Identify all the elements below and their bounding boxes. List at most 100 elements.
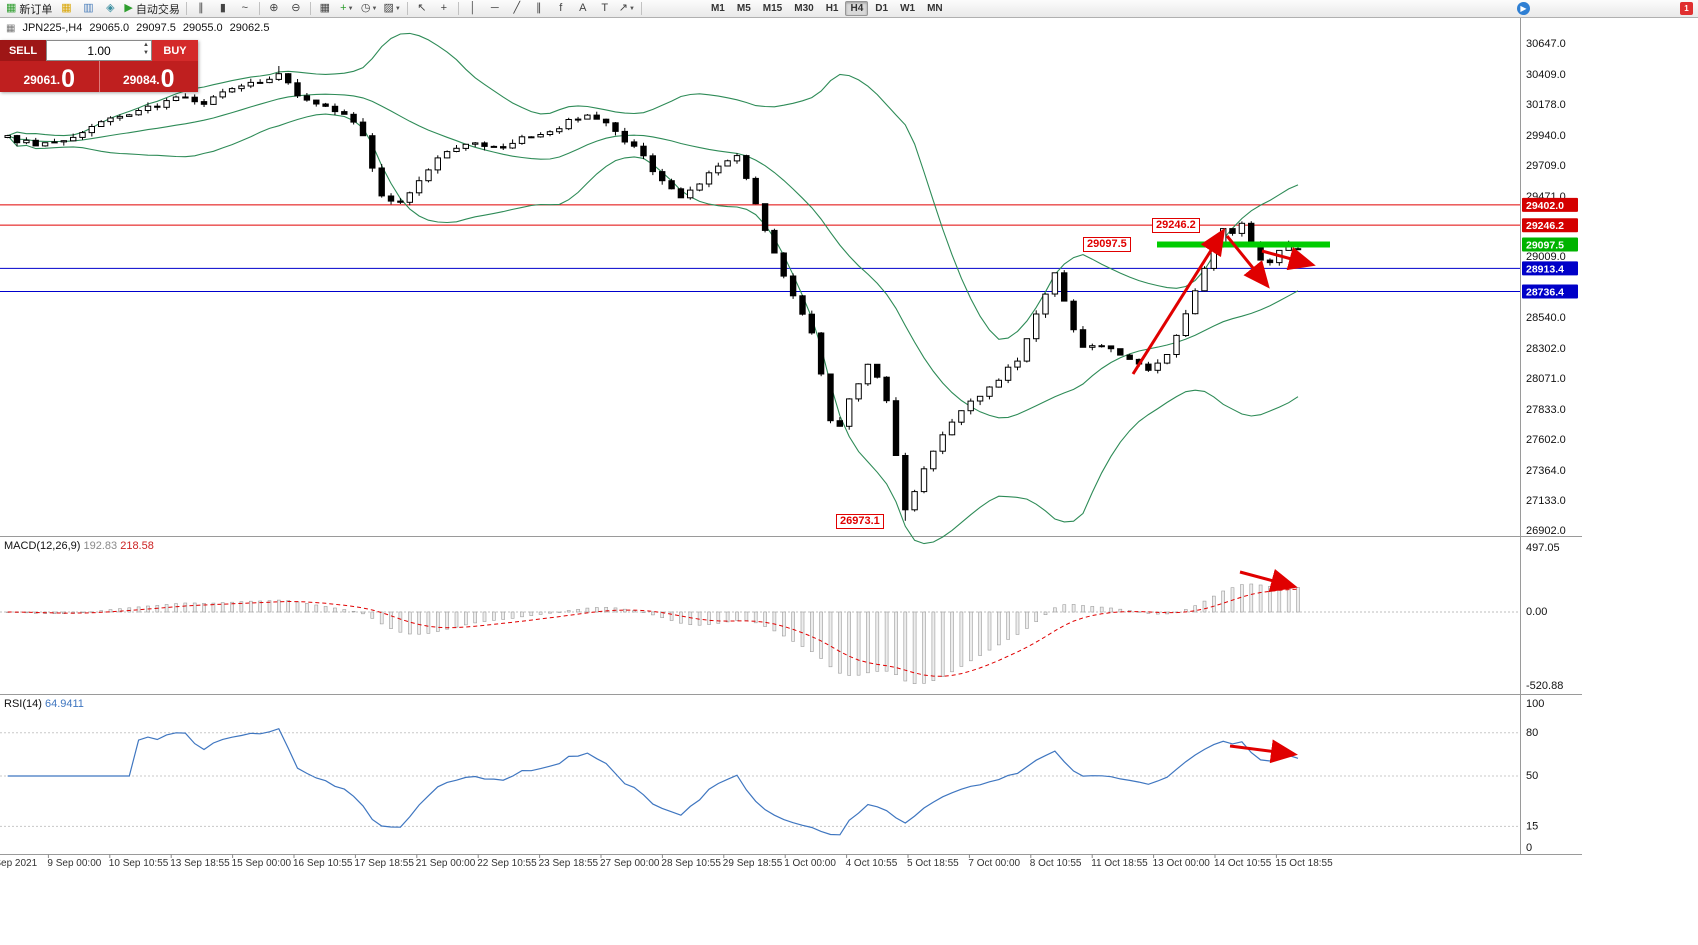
price-annotation-26973[interactable]: 26973.1 bbox=[836, 514, 884, 529]
price-annotation-29246[interactable]: 29246.2 bbox=[1152, 218, 1200, 233]
volume-field[interactable]: 1.00 ▲ ▼ bbox=[46, 40, 152, 61]
price-level-badge: 28736.4 bbox=[1526, 287, 1564, 299]
zoom-in-icon[interactable]: ⊕ bbox=[264, 1, 284, 16]
ask-price-small: 29084. bbox=[122, 73, 160, 87]
timeframe-button-m15[interactable]: M15 bbox=[762, 3, 783, 14]
bid-price-big: 0 bbox=[61, 64, 76, 93]
horizontal-line-icon[interactable]: ─ bbox=[485, 1, 505, 16]
tile-windows-icon[interactable]: ▦ bbox=[315, 1, 335, 16]
volume-spinner[interactable]: ▲ ▼ bbox=[143, 42, 149, 57]
macd-main-value: 192.83 bbox=[83, 540, 118, 552]
cursor-icon[interactable]: ↖ bbox=[412, 1, 432, 16]
price-axis-label: 28302.0 bbox=[1526, 343, 1566, 355]
ask-price[interactable]: 29084. 0 bbox=[98, 61, 199, 92]
navigator-icon: ◈ bbox=[106, 2, 115, 14]
text-icon[interactable]: A bbox=[573, 1, 593, 16]
vertical-line-icon[interactable]: │ bbox=[463, 1, 483, 16]
horizontal-level-lines bbox=[0, 204, 1520, 292]
channel-icon[interactable]: ∥ bbox=[529, 1, 549, 16]
macd-label: MACD(12,26,9) 192.83 218.58 bbox=[4, 540, 154, 552]
channel-icon: ∥ bbox=[536, 2, 542, 14]
time-axis-label: 9 Sep 00:00 bbox=[47, 858, 101, 869]
trendline-icon: ╱ bbox=[513, 2, 521, 14]
panel-separators bbox=[0, 18, 1582, 855]
community-icon[interactable]: ▶ bbox=[1517, 2, 1530, 15]
time-axis-label: 8 Oct 10:55 bbox=[1030, 858, 1082, 869]
price-annotation-29097[interactable]: 29097.5 bbox=[1083, 237, 1131, 252]
crosshair-icon[interactable]: + bbox=[434, 1, 454, 16]
time-axis-label: 16 Sep 10:55 bbox=[293, 858, 353, 869]
chevron-down-icon[interactable]: ▼ bbox=[629, 5, 635, 12]
bar-chart-icon[interactable]: ∥ bbox=[191, 1, 211, 16]
timeframe-button-m1[interactable]: M1 bbox=[710, 3, 725, 14]
timeframe-button-mn[interactable]: MN bbox=[927, 3, 943, 14]
candles-layer bbox=[4, 66, 1302, 521]
time-axis-label: 15 Oct 18:55 bbox=[1275, 858, 1333, 869]
data-window-icon[interactable]: ▥ bbox=[78, 1, 98, 16]
sell-button[interactable]: SELL bbox=[0, 40, 46, 61]
trend-arrow-main[interactable] bbox=[1225, 235, 1270, 289]
spinner-up-icon[interactable]: ▲ bbox=[143, 42, 149, 48]
timeframe-button-w1[interactable]: W1 bbox=[900, 3, 916, 14]
candlestick-chart-icon[interactable]: ▮ bbox=[213, 1, 233, 16]
new-order-button[interactable]: ▦ 新订单 bbox=[4, 1, 54, 16]
chevron-down-icon[interactable]: ▼ bbox=[394, 5, 401, 12]
autotrading-button[interactable]: ▶ 自动交易 bbox=[122, 1, 181, 16]
fibonacci-icon[interactable]: f bbox=[551, 1, 571, 16]
time-axis-label: 23 Sep 18:55 bbox=[539, 858, 599, 869]
zoom-out-icon[interactable]: ⊖ bbox=[286, 1, 306, 16]
price-axis-label: 30409.0 bbox=[1526, 69, 1566, 81]
chevron-down-icon[interactable]: ▼ bbox=[347, 5, 354, 12]
trend-arrow-macd[interactable] bbox=[1239, 568, 1298, 593]
trendline-icon[interactable]: ╱ bbox=[507, 1, 527, 16]
label-icon: T bbox=[601, 2, 609, 14]
trend-arrow-rsi[interactable] bbox=[1229, 739, 1298, 764]
price-axis-label: 28540.0 bbox=[1526, 312, 1566, 324]
notification-badge[interactable]: 1 bbox=[1680, 2, 1693, 15]
rsi-axis-label: 50 bbox=[1526, 770, 1538, 782]
time-axis-label: 13 Oct 00:00 bbox=[1153, 858, 1211, 869]
templates-icon[interactable]: ▨ ▼ bbox=[381, 1, 402, 16]
time-axis-label: 5 Oct 18:55 bbox=[907, 858, 959, 869]
trend-arrow-main[interactable] bbox=[1131, 227, 1226, 375]
rsi-value: 64.9411 bbox=[44, 698, 84, 710]
spinner-down-icon[interactable]: ▼ bbox=[143, 49, 149, 56]
price-axis-label: 30178.0 bbox=[1526, 99, 1566, 111]
price-level-badge: 28913.4 bbox=[1526, 263, 1564, 275]
vertical-line-icon: │ bbox=[469, 2, 477, 14]
timeframe-button-d1[interactable]: D1 bbox=[875, 3, 889, 14]
market-watch-icon: ▦ bbox=[61, 2, 72, 14]
trend-arrows bbox=[1131, 227, 1316, 764]
arrows-tool-icon[interactable]: ↗ ▼ bbox=[617, 1, 637, 16]
chart-symbol-icon: ▦ bbox=[6, 22, 16, 34]
bid-price[interactable]: 29061. 0 bbox=[0, 61, 99, 92]
macd-name: MACD(12,26,9) bbox=[4, 540, 81, 552]
timeframe-button-h4[interactable]: H4 bbox=[845, 1, 869, 16]
cursor-icon: ↖ bbox=[417, 2, 427, 14]
indicators-icon[interactable]: + ▼ bbox=[337, 1, 357, 16]
time-axis-label: 14 Oct 10:55 bbox=[1214, 858, 1272, 869]
market-watch-icon[interactable]: ▦ bbox=[56, 1, 76, 16]
macd-axis-label: 497.05 bbox=[1526, 542, 1560, 554]
time-axis-label: 17 Sep 18:55 bbox=[354, 858, 414, 869]
tile-windows-icon: ▦ bbox=[319, 2, 331, 14]
price-axis-label: 27364.0 bbox=[1526, 465, 1566, 477]
price-axis-label: 30647.0 bbox=[1526, 38, 1566, 50]
timeframe-button-h1[interactable]: H1 bbox=[825, 3, 839, 14]
timeframe-button-m30[interactable]: M30 bbox=[794, 3, 814, 14]
rsi-panel: 100 80 50 15 0 bbox=[0, 698, 1544, 854]
chevron-down-icon[interactable]: ▼ bbox=[371, 5, 378, 12]
new-order-button-label: 新订单 bbox=[19, 3, 53, 16]
line-chart-icon[interactable]: ~ bbox=[235, 1, 255, 16]
price-axis-label: 26902.0 bbox=[1526, 525, 1566, 537]
navigator-icon[interactable]: ◈ bbox=[100, 1, 120, 16]
trend-arrow-main[interactable] bbox=[1261, 246, 1316, 271]
buy-button[interactable]: BUY bbox=[152, 40, 198, 61]
label-icon[interactable]: T bbox=[595, 1, 615, 16]
timeframe-button-m5[interactable]: M5 bbox=[736, 3, 751, 14]
time-axis-label: 7 Oct 00:00 bbox=[968, 858, 1020, 869]
periods-icon[interactable]: ◷ ▼ bbox=[359, 1, 380, 16]
